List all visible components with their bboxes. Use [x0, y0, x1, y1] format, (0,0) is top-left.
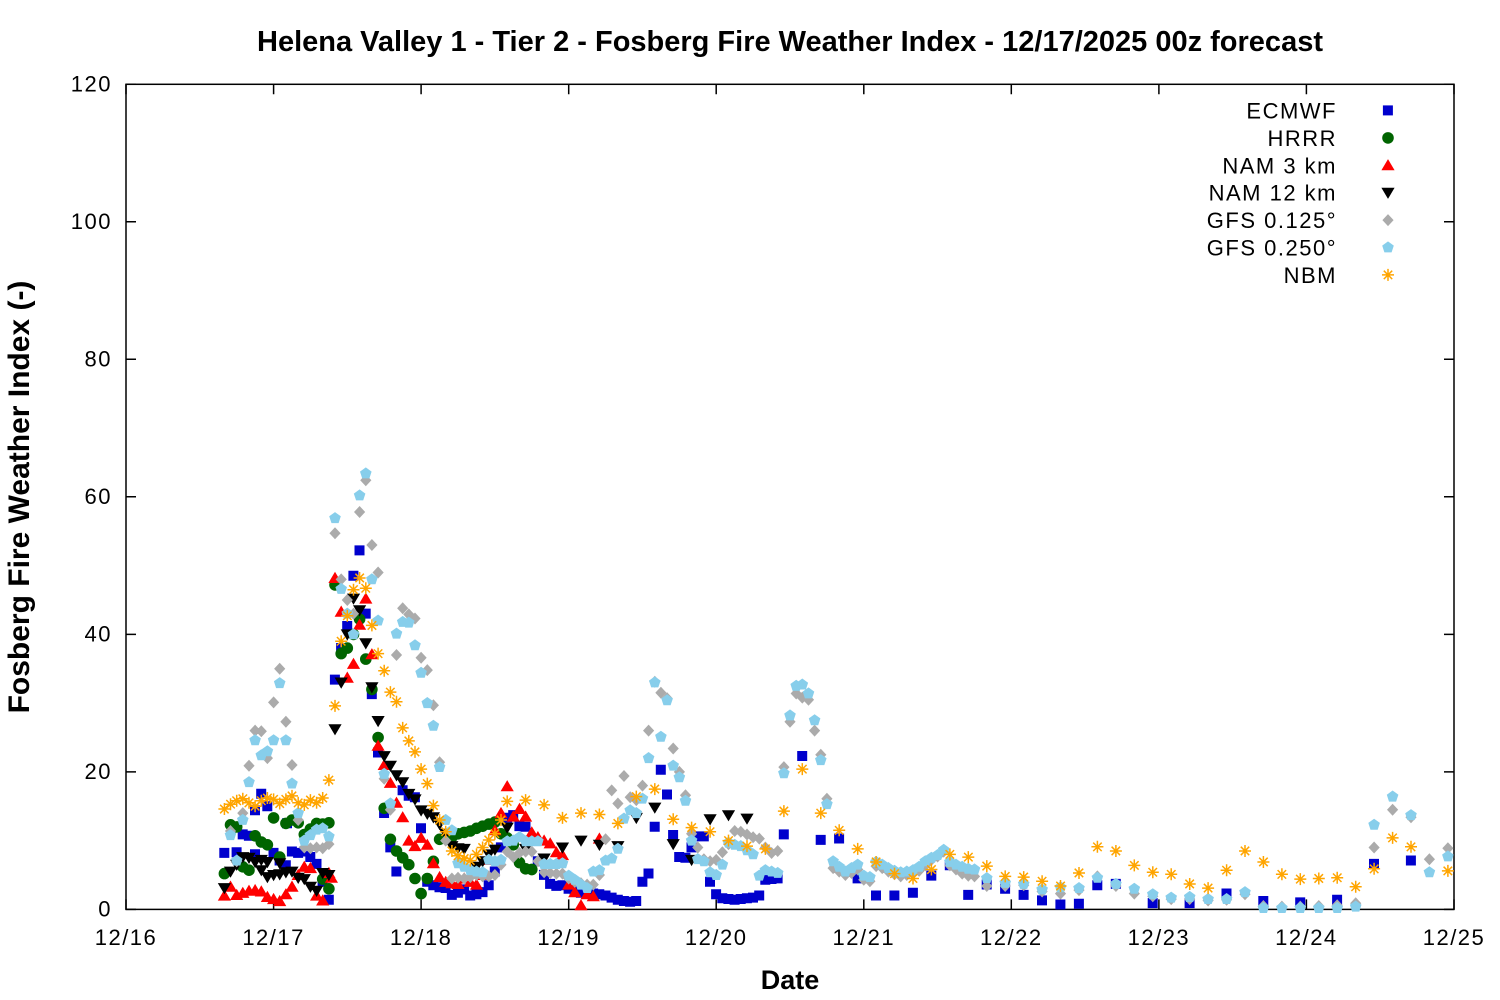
svg-text:ECMWF: ECMWF [1246, 99, 1337, 124]
svg-text:Date: Date [761, 965, 820, 995]
svg-text:12/25: 12/25 [1423, 925, 1486, 950]
svg-text:12/19: 12/19 [537, 925, 600, 950]
svg-text:20: 20 [85, 759, 112, 784]
svg-text:GFS 0.125°: GFS 0.125° [1207, 208, 1337, 233]
svg-text:100: 100 [71, 209, 112, 234]
svg-text:60: 60 [85, 484, 112, 509]
svg-text:GFS 0.250°: GFS 0.250° [1207, 236, 1337, 261]
svg-text:12/17: 12/17 [242, 925, 305, 950]
svg-text:12/24: 12/24 [1275, 925, 1338, 950]
svg-text:Fosberg Fire Weather Index (-): Fosberg Fire Weather Index (-) [3, 281, 36, 714]
svg-text:12/22: 12/22 [980, 925, 1043, 950]
svg-text:Helena Valley 1 - Tier 2 - Fos: Helena Valley 1 - Tier 2 - Fosberg Fire … [257, 26, 1323, 58]
svg-text:NAM 3 km: NAM 3 km [1222, 153, 1337, 178]
svg-text:40: 40 [85, 621, 112, 646]
svg-text:0: 0 [98, 896, 112, 921]
svg-text:12/18: 12/18 [390, 925, 453, 950]
svg-text:12/21: 12/21 [833, 925, 896, 950]
svg-text:80: 80 [85, 346, 112, 371]
svg-text:NAM 12 km: NAM 12 km [1209, 181, 1337, 206]
svg-text:HRRR: HRRR [1267, 126, 1337, 151]
svg-text:12/23: 12/23 [1128, 925, 1191, 950]
svg-text:120: 120 [71, 71, 112, 96]
svg-text:12/16: 12/16 [95, 925, 158, 950]
svg-text:NBM: NBM [1284, 263, 1337, 288]
svg-text:12/20: 12/20 [685, 925, 748, 950]
